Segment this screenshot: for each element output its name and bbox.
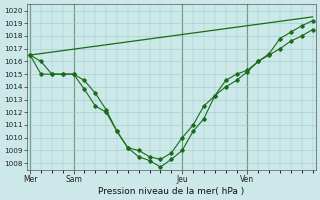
X-axis label: Pression niveau de la mer( hPa ): Pression niveau de la mer( hPa ): [98, 187, 244, 196]
